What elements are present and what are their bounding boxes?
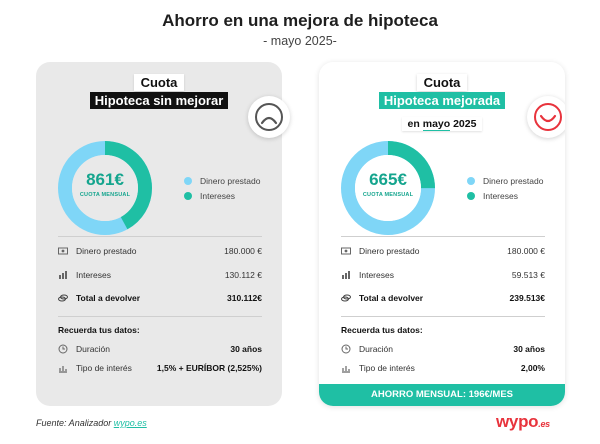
row-intereses: Intereses 130.112 € <box>58 269 262 283</box>
card-sin-mejorar: Cuota Hipoteca sin mejorar 861€ CUOTA ME… <box>36 62 290 406</box>
money-bill-icon <box>341 247 351 255</box>
legend-intereses: Intereses <box>467 191 518 201</box>
hipoteca-sin-mejorar-tag: Hipoteca sin mejorar <box>89 92 229 109</box>
cuota-label: Cuota <box>416 74 468 91</box>
divider <box>58 236 262 237</box>
cuota-mensual-caption: CUOTA MENSUAL <box>79 192 131 198</box>
donut-chart-right <box>341 141 435 235</box>
clock-icon <box>341 344 351 354</box>
fecha-mejora: en mayo 2025 <box>401 117 483 131</box>
cuota-mensual-value: 665€ <box>369 170 407 189</box>
page-title: Ahorro en una mejora de hipoteca <box>162 11 438 30</box>
divider <box>58 316 262 317</box>
row-dinero-prestado: Dinero prestado 180.000 € <box>341 245 545 259</box>
row-tipo-interes: Tipo de interés 2,00% <box>341 362 545 376</box>
legend-dinero: Dinero prestado <box>467 176 543 186</box>
row-total-devolver: Total a devolver 310.112€ <box>58 292 262 306</box>
legend-dot-dinero <box>467 177 475 185</box>
hipoteca-mejorada-tag: Hipoteca mejorada <box>378 92 506 109</box>
bar-chart-icon <box>59 271 67 279</box>
divider <box>341 316 545 317</box>
donut-arc-intereses <box>58 141 152 235</box>
cuota-mensual-caption: CUOTA MENSUAL <box>362 192 414 198</box>
legend-dot-intereses <box>184 192 192 200</box>
row-tipo-interes: Tipo de interés 1,5% + EURÍBOR (2,525%) <box>58 362 262 376</box>
coins-icon <box>58 294 68 302</box>
page-subtitle: - mayo 2025- <box>263 34 337 48</box>
cuota-label: Cuota <box>133 74 185 91</box>
row-total-devolver: Total a devolver 239.513€ <box>341 292 545 306</box>
bar-chart-icon <box>342 271 350 279</box>
chart-icon <box>342 366 350 373</box>
legend-dot-intereses <box>467 192 475 200</box>
legend-intereses: Intereses <box>184 191 235 201</box>
legend-dinero: Dinero prestado <box>184 176 260 186</box>
divider <box>341 236 545 237</box>
row-duracion: Duración 30 años <box>341 343 545 357</box>
row-duracion: Duración 30 años <box>58 343 262 357</box>
wypo-logo: wypo.es <box>496 412 550 431</box>
chart-icon <box>59 366 67 373</box>
datos-title: Recuerda tus datos: <box>341 325 423 335</box>
sad-face-icon <box>248 96 290 138</box>
row-dinero-prestado: Dinero prestado 180.000 € <box>58 245 262 259</box>
coins-icon <box>341 294 351 302</box>
money-bill-icon <box>58 247 68 255</box>
happy-face-icon <box>527 96 565 138</box>
datos-title: Recuerda tus datos: <box>58 325 140 335</box>
legend-dot-dinero <box>184 177 192 185</box>
cuota-mensual-value: 861€ <box>86 170 124 189</box>
donut-arc-intereses <box>341 141 435 235</box>
fuente-link[interactable]: wypo.es <box>113 418 147 428</box>
card-mejorada: Cuota Hipoteca mejorada en mayo 2025 665… <box>319 62 565 406</box>
row-intereses: Intereses 59.513 € <box>341 269 545 283</box>
donut-chart-left <box>58 141 152 235</box>
fuente-note: Fuente: Analizador wypo.es <box>36 418 147 428</box>
clock-icon <box>58 344 68 354</box>
ahorro-mensual-banner: AHORRO MENSUAL: 196€/MES <box>319 384 565 406</box>
